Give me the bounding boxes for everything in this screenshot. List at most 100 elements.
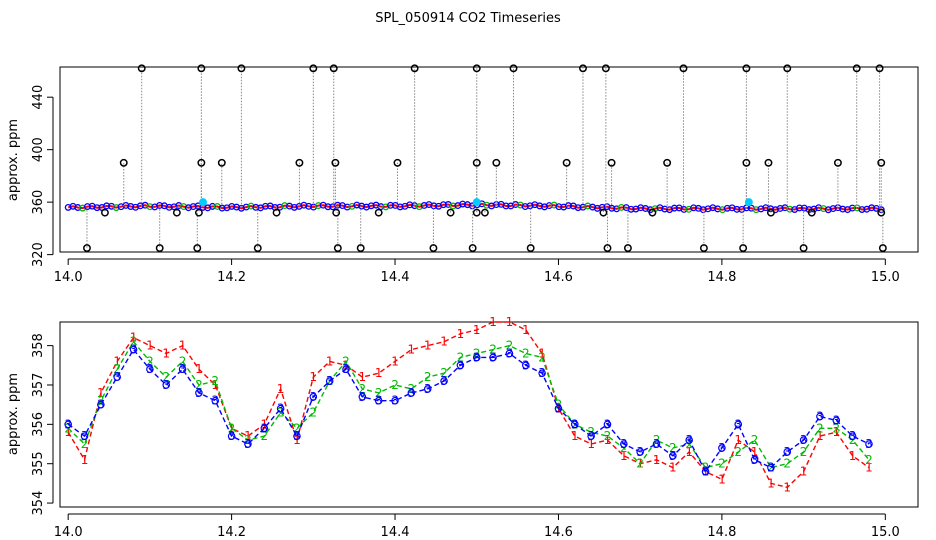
bottom-point-label-1: 1: [97, 386, 105, 400]
bottom-point-label-2: 2: [702, 461, 710, 475]
bottom-point-label-1: 1: [783, 480, 791, 494]
bottom-point-label-3: 3: [130, 343, 138, 357]
bottom-point-3: [489, 353, 497, 362]
top-baseline-point: [406, 201, 414, 209]
top-baseline-point: [420, 202, 428, 209]
bottom-point-label-1: 1: [195, 362, 203, 376]
bottom-point-label-3: 3: [326, 374, 334, 388]
top-baseline-point: [670, 204, 678, 212]
bottom-point-label-3: 3: [97, 398, 105, 412]
top-baseline-point: [637, 204, 645, 212]
bottom-point-label-2: 2: [440, 366, 448, 380]
bottom-point-label-3: 3: [391, 394, 399, 408]
top-spike-point: [509, 64, 518, 73]
bottom-point-label-3: 3: [522, 358, 530, 372]
top-spike-point: [155, 244, 164, 253]
top-spike-point: [217, 158, 226, 167]
bottom-ylabel: approx. ppm: [6, 373, 21, 455]
top-baseline-point: [868, 204, 876, 212]
top-spike-point: [100, 208, 109, 217]
bottom-point-3: [178, 365, 187, 374]
bottom-point-label-2: 2: [489, 343, 497, 357]
bottom-point-label-3: 3: [244, 437, 252, 451]
top-baseline-point: [795, 204, 803, 212]
bottom-point-label-3: 3: [489, 350, 497, 364]
bottom-point-3: [276, 404, 285, 413]
top-spike-point: [623, 244, 632, 253]
bottom-point-3: [358, 392, 367, 401]
top-baseline-point: [483, 201, 491, 209]
bottom-point-label-1: 1: [293, 433, 301, 447]
top-spike-point: [833, 158, 842, 167]
bottom-point-label-2: 2: [751, 433, 759, 447]
bottom-point-3: [669, 452, 677, 460]
bottom-point-label-1: 1: [702, 465, 710, 479]
bottom-point-label-2: 2: [636, 457, 644, 471]
top-baseline-point: [228, 202, 236, 210]
bottom-point-3: [701, 467, 710, 476]
bottom-point-label-1: 1: [489, 315, 497, 329]
top-spike-point: [472, 158, 481, 167]
bottom-point-label-1: 1: [587, 437, 595, 451]
bottom-point-3: [129, 345, 138, 354]
bottom-point-label-3: 3: [816, 409, 824, 423]
bottom-point-label-1: 1: [375, 366, 383, 380]
top-spike-point: [83, 244, 91, 253]
bottom-series-line-3: [67, 348, 870, 473]
bottom-point-3: [162, 381, 171, 389]
bottom-point-3: [80, 432, 89, 440]
bottom-point-3: [620, 440, 628, 448]
top-spike-point: [492, 158, 501, 167]
top-y-tick-label: 400: [31, 137, 46, 162]
top-spike-point: [332, 208, 341, 217]
top-spike-point: [374, 208, 383, 217]
top-spike-point: [599, 208, 608, 217]
top-baseline-point: [786, 205, 794, 213]
bottom-point-label-1: 1: [538, 346, 546, 360]
bottom-point-label-3: 3: [538, 366, 546, 380]
bottom-point-label-1: 1: [228, 421, 236, 435]
bottom-point-label-2: 2: [309, 406, 317, 420]
bottom-point-label-3: 3: [587, 429, 595, 443]
bottom-point-label-1: 1: [620, 449, 628, 463]
top-baseline-point: [252, 203, 260, 211]
top-highlight-point: [199, 198, 207, 207]
bottom-point-label-2: 2: [620, 441, 628, 455]
top-spike-point: [197, 158, 206, 167]
bottom-point-3: [309, 392, 318, 401]
top-spike-point: [877, 208, 886, 217]
top-baseline-point: [776, 204, 784, 212]
bottom-point-label-1: 1: [408, 343, 416, 357]
bottom-point-label-2: 2: [587, 425, 595, 439]
bottom-point-label-2: 2: [228, 421, 236, 435]
top-baseline-point: [555, 203, 563, 211]
bottom-point-label-3: 3: [571, 417, 579, 431]
bottom-point-label-2: 2: [162, 370, 170, 384]
top-baseline-point: [261, 202, 269, 210]
top-data-marks: [64, 64, 887, 253]
bottom-point-label-3: 3: [277, 402, 285, 416]
bottom-point-label-1: 1: [506, 315, 514, 329]
bottom-point-3: [211, 396, 220, 405]
top-spike-point: [333, 244, 342, 253]
bottom-point-3: [325, 377, 334, 385]
top-baseline-point: [209, 202, 216, 210]
bottom-point-3: [472, 353, 481, 362]
bottom-point-label-2: 2: [522, 346, 530, 360]
bottom-point-label-3: 3: [669, 449, 677, 463]
bottom-point-label-1: 1: [146, 339, 154, 353]
top-spike-point: [429, 244, 438, 253]
bottom-point-label-2: 2: [734, 445, 742, 459]
bottom-point-label-1: 1: [653, 453, 661, 467]
bottom-point-3: [505, 349, 514, 358]
bottom-series-line-1: [67, 321, 870, 489]
bottom-point-label-2: 2: [211, 374, 219, 388]
top-baseline-point: [165, 203, 173, 211]
bottom-y-tick-label: 355: [31, 451, 46, 476]
top-baseline-point: [521, 203, 529, 210]
top-baseline-series: [64, 200, 885, 214]
top-spike-point: [603, 244, 612, 253]
bottom-point-label-2: 2: [293, 421, 301, 435]
